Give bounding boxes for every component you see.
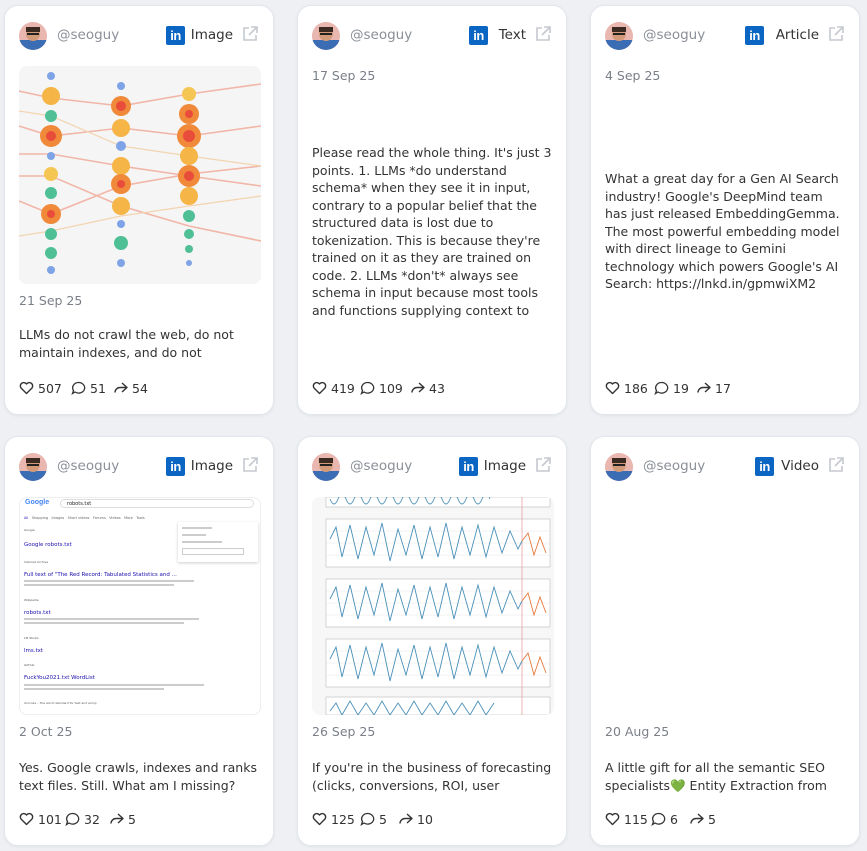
share-icon bbox=[411, 382, 425, 393]
post-text: Please read the whole thing. It's just 3… bbox=[312, 145, 552, 318]
serp-result-title: robots.txt bbox=[24, 610, 51, 616]
serp-result-title: Full text of "The Red Record: Tabulated … bbox=[24, 572, 177, 578]
heart-icon bbox=[605, 381, 620, 395]
post-date: 21 Sep 25 bbox=[19, 293, 83, 308]
comment-icon bbox=[651, 812, 666, 826]
linkedin-icon: in bbox=[166, 26, 185, 45]
serp-result: Unicode – The world standard for text an… bbox=[24, 701, 97, 705]
author-handle[interactable]: @seoguy bbox=[350, 458, 413, 474]
post-card[interactable]: @seoguy in Text 17 Sep 25 Please read th… bbox=[297, 5, 567, 415]
linkedin-icon: in bbox=[755, 457, 774, 476]
avatar bbox=[605, 453, 633, 481]
external-link-icon[interactable] bbox=[534, 25, 552, 43]
serp-dropdown bbox=[178, 522, 258, 562]
serp-result: Wikipedia bbox=[24, 598, 39, 602]
heart-icon bbox=[312, 381, 327, 395]
author-handle[interactable]: @seoguy bbox=[57, 458, 120, 474]
comment-icon bbox=[360, 381, 375, 395]
post-type: Image bbox=[190, 27, 233, 43]
serp-result-title: FuckYou2021.txt WordList bbox=[24, 675, 95, 681]
post-card[interactable]: @seoguy in Image bbox=[4, 5, 274, 415]
external-link-icon[interactable] bbox=[827, 456, 845, 474]
external-link-icon[interactable] bbox=[241, 25, 259, 43]
linkedin-icon: in bbox=[469, 26, 488, 45]
post-date: 26 Sep 25 bbox=[312, 724, 376, 739]
heart-icon bbox=[312, 812, 327, 826]
post-image[interactable] bbox=[312, 497, 554, 715]
avatar bbox=[605, 22, 633, 50]
post-image[interactable] bbox=[19, 66, 261, 284]
post-text: If you're in the business of forecasting… bbox=[312, 760, 552, 793]
serp-result: Google bbox=[24, 528, 35, 532]
external-link-icon[interactable] bbox=[534, 456, 552, 474]
author-handle[interactable]: @seoguy bbox=[350, 27, 413, 43]
linkedin-icon: in bbox=[166, 457, 185, 476]
post-card[interactable]: @seoguy in Article 4 Sep 25 What a great… bbox=[590, 5, 860, 415]
avatar bbox=[312, 22, 340, 50]
share-icon bbox=[690, 813, 704, 824]
post-card[interactable]: @seoguy in Image bbox=[297, 436, 567, 846]
comment-icon bbox=[360, 812, 375, 826]
author-handle[interactable]: @seoguy bbox=[57, 27, 120, 43]
comment-icon bbox=[65, 812, 80, 826]
post-card[interactable]: @seoguy in Video 20 Aug 25 A little gift… bbox=[590, 436, 860, 846]
post-type: Text bbox=[498, 27, 526, 43]
external-link-icon[interactable] bbox=[241, 456, 259, 474]
serp-result: GitHub bbox=[24, 663, 35, 667]
serp-result-title: lms.txt bbox=[24, 648, 44, 654]
serp-result: LM Studio bbox=[24, 636, 39, 640]
post-date: 2 Oct 25 bbox=[19, 724, 73, 739]
serp-tabs: All Shopping Images Short videos Forums … bbox=[24, 516, 145, 520]
author-handle[interactable]: @seoguy bbox=[643, 458, 706, 474]
post-date: 4 Sep 25 bbox=[605, 68, 661, 83]
comment-icon bbox=[654, 381, 669, 395]
post-text: LLMs do not crawl the web, do not mainta… bbox=[19, 327, 234, 360]
avatar bbox=[19, 22, 47, 50]
card-header: @seoguy in Image bbox=[19, 452, 259, 482]
post-type: Video bbox=[781, 458, 819, 474]
share-icon bbox=[110, 813, 124, 824]
heart-icon bbox=[605, 812, 620, 826]
share-icon bbox=[114, 382, 128, 393]
post-text: What a great day for a Gen AI Search ind… bbox=[605, 171, 840, 291]
avatar bbox=[19, 453, 47, 481]
serp-result: Internet Archive bbox=[24, 560, 49, 564]
serp-result-title: Google robots.txt bbox=[24, 542, 72, 548]
card-header: @seoguy in Image bbox=[19, 21, 259, 51]
post-date: 17 Sep 25 bbox=[312, 68, 376, 83]
post-text: Yes. Google crawls, indexes and ranks te… bbox=[19, 760, 257, 793]
card-header: @seoguy in Video bbox=[605, 452, 845, 482]
serp-logo: Google bbox=[25, 499, 50, 506]
linkedin-icon: in bbox=[745, 26, 764, 45]
external-link-icon[interactable] bbox=[827, 25, 845, 43]
post-type: Image bbox=[190, 458, 233, 474]
share-icon bbox=[697, 382, 711, 393]
author-handle[interactable]: @seoguy bbox=[643, 27, 706, 43]
card-header: @seoguy in Image bbox=[312, 452, 552, 482]
post-image[interactable]: Google robots.txt All Shopping Images Sh… bbox=[19, 497, 261, 715]
post-text: A little gift for all the semantic SEO s… bbox=[605, 760, 827, 793]
card-header: @seoguy in Article bbox=[605, 21, 845, 51]
post-card[interactable]: @seoguy in Image Google robots.txt All S… bbox=[4, 436, 274, 846]
comment-icon bbox=[71, 381, 86, 395]
heart-icon bbox=[19, 812, 34, 826]
card-header: @seoguy in Text bbox=[312, 21, 552, 51]
post-type: Article bbox=[775, 27, 819, 43]
post-date: 20 Aug 25 bbox=[605, 724, 670, 739]
avatar bbox=[312, 453, 340, 481]
post-type: Image bbox=[483, 458, 526, 474]
share-icon bbox=[399, 813, 413, 824]
linkedin-icon: in bbox=[459, 457, 478, 476]
serp-search-box: robots.txt bbox=[60, 499, 254, 508]
heart-icon bbox=[19, 381, 34, 395]
